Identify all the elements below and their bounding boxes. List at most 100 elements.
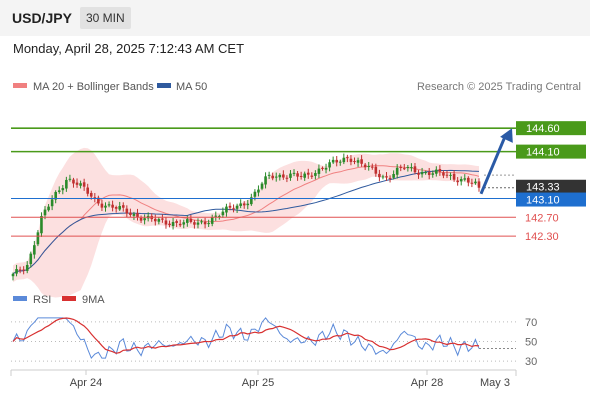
candle-body <box>50 199 54 207</box>
candle-body <box>61 188 65 191</box>
candle-body <box>474 181 477 184</box>
candle-body <box>353 161 356 163</box>
candle-body <box>100 203 104 208</box>
candle-body <box>47 206 50 211</box>
candle-body <box>260 183 264 189</box>
candle-body <box>218 216 221 218</box>
candle-body <box>143 218 146 221</box>
forecast-arrow <box>479 128 513 195</box>
candle-body <box>68 178 72 180</box>
x-tick-label: Apr 28 <box>411 377 443 389</box>
candle-body <box>335 159 339 163</box>
candle-body <box>54 191 57 200</box>
candle-body <box>111 204 114 208</box>
candle-body <box>164 220 168 225</box>
candle-body <box>200 221 203 223</box>
candle-body <box>413 166 417 173</box>
candle-body <box>438 169 442 172</box>
legend-swatch-9ma <box>62 296 76 301</box>
rsi-tick-70: 70 <box>525 317 537 329</box>
candle-body <box>388 177 392 179</box>
candle-body <box>203 221 207 225</box>
candle-body <box>381 176 385 178</box>
candle-body <box>89 192 93 197</box>
candle-body <box>342 157 346 163</box>
candle-body <box>136 213 139 218</box>
candle-body <box>178 223 182 226</box>
candle-body <box>15 269 18 274</box>
x-tick-label: May 3 <box>480 377 510 389</box>
candle-body <box>29 253 33 265</box>
candle-body <box>303 173 306 178</box>
candle-body <box>132 213 136 216</box>
candle-body <box>385 176 388 178</box>
candle-body <box>271 175 274 179</box>
candle-body <box>399 166 403 168</box>
level-label-143.10: 143.10 <box>526 195 560 207</box>
candle-body <box>118 206 122 210</box>
candle-body <box>406 166 410 168</box>
candle-body <box>43 209 47 216</box>
candle-body <box>431 173 435 175</box>
candle-body <box>171 222 175 227</box>
candle-body <box>139 217 143 221</box>
candle-body <box>207 223 210 225</box>
rsi-tick-50: 50 <box>525 336 537 348</box>
candle-body <box>121 205 125 208</box>
candle-body <box>427 172 431 176</box>
candlesticks <box>11 153 481 281</box>
candle-body <box>349 158 353 162</box>
level-label-143.33: 143.33 <box>526 182 560 194</box>
candle-body <box>232 208 235 210</box>
candle-body <box>36 232 40 245</box>
rsi-line <box>12 317 480 360</box>
legend-swatch-ma50 <box>157 83 171 88</box>
timeframe-button[interactable]: 30 MIN <box>80 7 131 29</box>
candle-body <box>317 168 321 174</box>
candle-body <box>338 161 342 163</box>
candle-body <box>40 216 43 234</box>
candle-body <box>292 172 296 174</box>
legend-swatch-ma20 <box>13 83 27 88</box>
candle-body <box>363 164 367 168</box>
candle-body <box>57 190 61 192</box>
candle-body <box>253 191 257 197</box>
level-tag-144.10 <box>516 144 586 159</box>
candle-body <box>402 168 406 170</box>
candle-body <box>289 173 292 178</box>
candle-body <box>257 189 260 193</box>
candle-body <box>306 172 310 175</box>
candle-body <box>11 273 15 277</box>
candle-body <box>314 173 317 176</box>
bollinger-band-fill <box>13 147 479 298</box>
candle-body <box>86 187 90 194</box>
candle-body <box>370 166 374 168</box>
candle-body <box>157 219 161 222</box>
candle-body <box>161 218 164 220</box>
legend-label-ma50: MA 50 <box>176 81 207 93</box>
level-tag-144.60 <box>516 121 586 136</box>
candle-body <box>25 264 29 271</box>
candle-body <box>221 211 225 216</box>
candle-body <box>420 172 424 175</box>
candle-body <box>264 176 267 185</box>
candle-body <box>367 166 371 168</box>
candle-body <box>175 221 178 223</box>
candle-body <box>395 167 399 175</box>
candle-body <box>79 183 82 186</box>
candle-body <box>435 169 438 174</box>
level-label-144.60: 144.60 <box>526 123 560 135</box>
candle-body <box>346 157 349 159</box>
candle-body <box>374 166 378 174</box>
forecast-arrow-head <box>500 128 513 143</box>
candle-body <box>296 173 299 177</box>
candle-body <box>360 159 363 164</box>
datetime-label: Monday, April 28, 2025 7:12:43 AM CET <box>13 41 245 56</box>
candle-body <box>168 223 171 226</box>
candle-body <box>153 218 157 222</box>
x-tick-label: Apr 24 <box>70 377 102 389</box>
candle-body <box>189 218 193 222</box>
bollinger-band-area <box>13 147 479 298</box>
candle-body <box>72 179 75 184</box>
